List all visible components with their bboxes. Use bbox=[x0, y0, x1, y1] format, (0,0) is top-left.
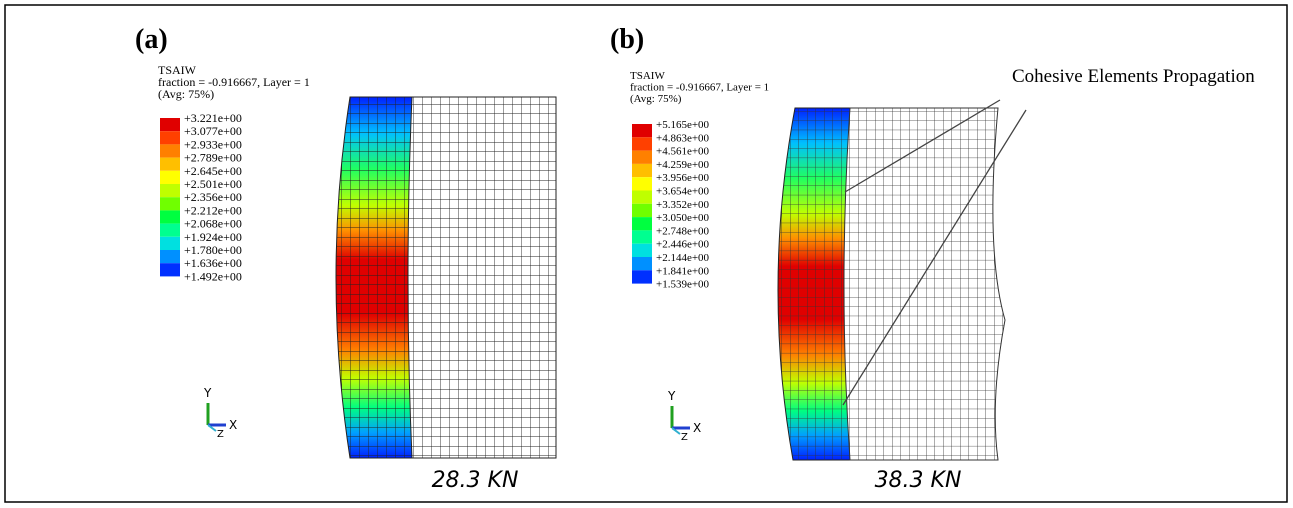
legend-band bbox=[160, 224, 180, 237]
axis-x-label: X bbox=[693, 421, 701, 435]
legend-title: TSAIW bbox=[630, 70, 665, 82]
legend-band bbox=[160, 197, 180, 210]
axis-y-label: Y bbox=[203, 386, 212, 400]
model-b bbox=[778, 100, 1026, 460]
legend-band bbox=[160, 171, 180, 184]
legend-value: +1.492e+00 bbox=[184, 269, 242, 283]
axis-x-label: X bbox=[229, 418, 237, 432]
legend-value: +4.259e+00 bbox=[656, 159, 710, 171]
legend-value: +2.748e+00 bbox=[656, 225, 710, 237]
load-label: 28.3 KN bbox=[432, 468, 519, 493]
model-a bbox=[336, 97, 556, 458]
legend-subtitle: fraction = -0.916667, Layer = 1 bbox=[630, 82, 769, 94]
legend-band bbox=[160, 210, 180, 223]
legend-value: +2.446e+00 bbox=[656, 239, 710, 251]
legend-band bbox=[632, 257, 652, 270]
legend-value: +4.561e+00 bbox=[656, 146, 710, 158]
panel-label: (b) bbox=[610, 24, 644, 55]
legend-value: +3.050e+00 bbox=[656, 212, 710, 224]
annotation: Cohesive Elements Propagation bbox=[1012, 66, 1255, 87]
legend-band bbox=[160, 263, 180, 276]
legend-band bbox=[632, 164, 652, 177]
legend-band bbox=[632, 230, 652, 243]
legend-value: +4.863e+00 bbox=[656, 132, 710, 144]
legend-band bbox=[160, 131, 180, 144]
legend-value: +2.212e+00 bbox=[184, 203, 242, 217]
panel-label: (a) bbox=[135, 24, 168, 55]
legend-band bbox=[632, 124, 652, 137]
legend-band bbox=[632, 244, 652, 257]
axis-y-label: Y bbox=[667, 389, 676, 403]
legend-band bbox=[160, 118, 180, 131]
load-label: 38.3 KN bbox=[875, 468, 962, 493]
axis-z-label: Z bbox=[681, 432, 688, 443]
legend-band bbox=[160, 237, 180, 250]
legend-band bbox=[632, 270, 652, 283]
legend-value: +1.841e+00 bbox=[656, 265, 710, 277]
legend-value: +3.654e+00 bbox=[656, 186, 710, 198]
legend-band bbox=[632, 217, 652, 230]
legend-band bbox=[632, 177, 652, 190]
axis-z-label: Z bbox=[217, 429, 224, 440]
legend-value: +1.924e+00 bbox=[184, 230, 242, 244]
legend-value: +3.352e+00 bbox=[656, 199, 710, 211]
legend-average: (Avg: 75%) bbox=[158, 87, 214, 101]
legend-value: +3.221e+00 bbox=[184, 111, 242, 125]
legend-value: +2.789e+00 bbox=[184, 151, 242, 165]
figure: Cohesive Elements Propagation (a) TSAIWfr… bbox=[0, 0, 1293, 508]
legend-value: +3.077e+00 bbox=[184, 124, 242, 138]
legend-band bbox=[160, 184, 180, 197]
legend-band bbox=[632, 151, 652, 164]
legend-value: +2.501e+00 bbox=[184, 177, 242, 191]
legend-band bbox=[160, 158, 180, 171]
legend-value: +5.165e+00 bbox=[656, 119, 710, 131]
legend-band bbox=[632, 191, 652, 204]
legend-value: +1.539e+00 bbox=[656, 279, 710, 291]
legend-value: +2.356e+00 bbox=[184, 190, 242, 204]
legend-value: +2.068e+00 bbox=[184, 217, 242, 231]
legend-band bbox=[160, 250, 180, 263]
legend-band bbox=[632, 204, 652, 217]
legend-value: +2.144e+00 bbox=[656, 252, 710, 264]
legend-value: +1.780e+00 bbox=[184, 243, 242, 257]
legend-value: +2.933e+00 bbox=[184, 137, 242, 151]
legend-band bbox=[632, 137, 652, 150]
legend-value: +3.956e+00 bbox=[656, 172, 710, 184]
legend-average: (Avg: 75%) bbox=[630, 93, 682, 105]
legend-band bbox=[160, 144, 180, 157]
legend-value: +1.636e+00 bbox=[184, 256, 242, 270]
legend-value: +2.645e+00 bbox=[184, 164, 242, 178]
